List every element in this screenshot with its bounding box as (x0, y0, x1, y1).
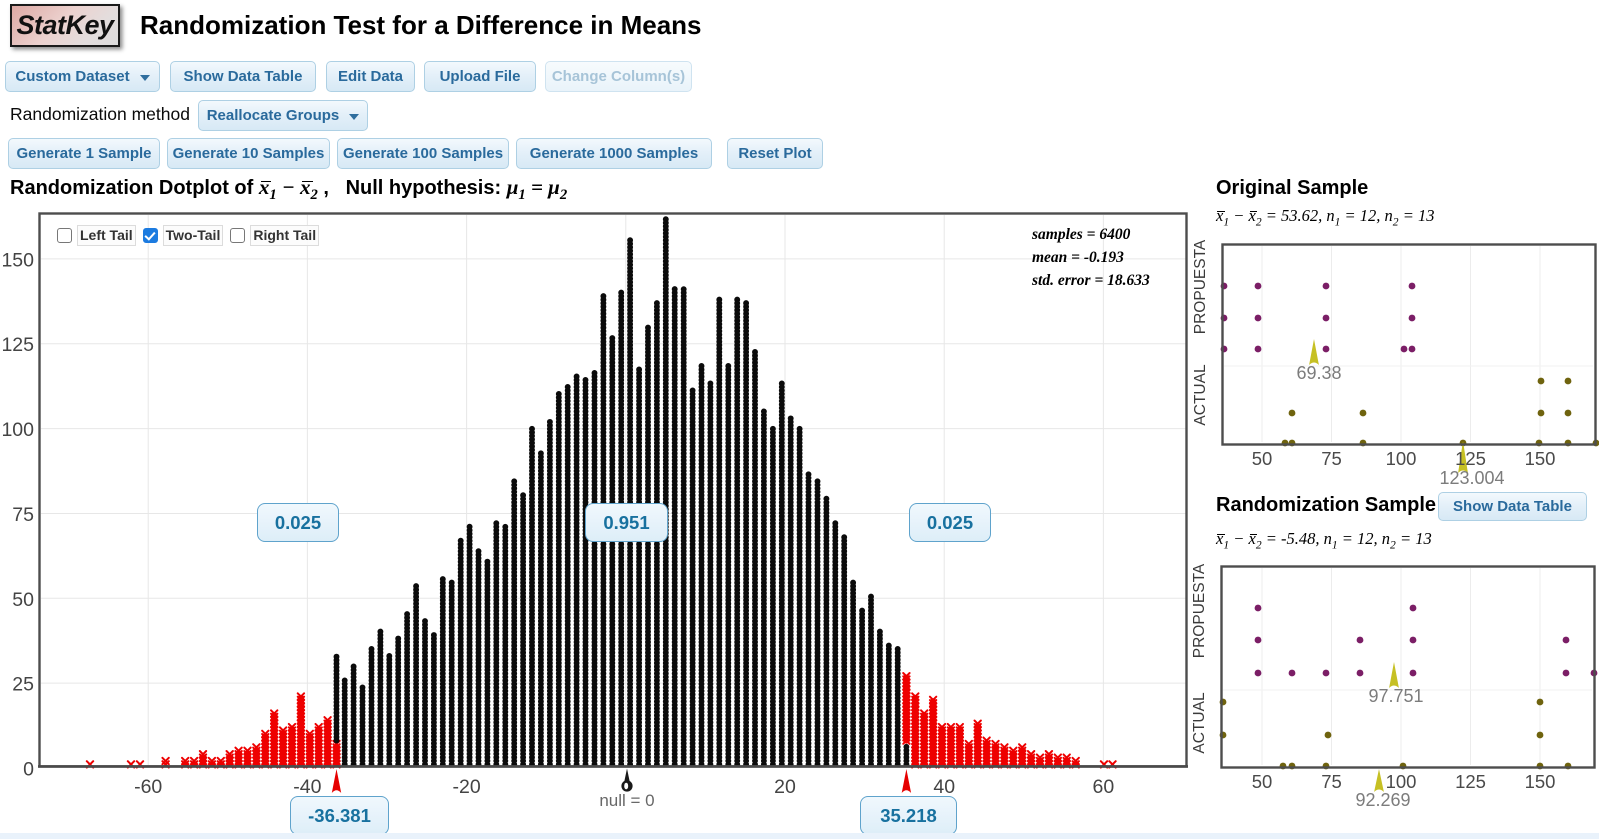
svg-text:25: 25 (12, 674, 34, 696)
svg-text:150: 150 (1525, 771, 1556, 792)
svg-text:69.38: 69.38 (1296, 363, 1341, 383)
svg-text:40: 40 (933, 776, 955, 798)
svg-text:100: 100 (1, 419, 34, 441)
svg-text:null = 0: null = 0 (599, 791, 654, 810)
svg-text:50: 50 (1252, 771, 1273, 792)
svg-text:PROPUESTA: PROPUESTA (1191, 563, 1208, 658)
svg-text:samples = 6400: samples = 6400 (1031, 226, 1131, 243)
svg-text:100: 100 (1386, 448, 1417, 469)
svg-text:97.751: 97.751 (1368, 686, 1423, 706)
svg-text:123.004: 123.004 (1439, 468, 1504, 488)
svg-text:ACTUAL: ACTUAL (1192, 364, 1209, 426)
svg-text:125: 125 (1455, 448, 1486, 469)
svg-text:20: 20 (774, 776, 796, 798)
svg-text:-60: -60 (134, 776, 162, 798)
svg-text:-40: -40 (293, 776, 321, 798)
svg-text:150: 150 (1, 249, 34, 271)
svg-text:125: 125 (1, 334, 34, 356)
svg-text:125: 125 (1455, 771, 1486, 792)
svg-text:60: 60 (1093, 776, 1115, 798)
svg-text:PROPUESTA: PROPUESTA (1192, 239, 1209, 334)
svg-text:100: 100 (1386, 771, 1417, 792)
svg-text:75: 75 (1321, 771, 1342, 792)
svg-text:std. error = 18.633: std. error = 18.633 (1031, 272, 1150, 289)
svg-text:0: 0 (23, 759, 34, 781)
svg-text:75: 75 (12, 504, 34, 526)
svg-text:50: 50 (12, 589, 34, 611)
svg-text:92.269: 92.269 (1355, 790, 1410, 810)
svg-text:ACTUAL: ACTUAL (1191, 692, 1208, 754)
svg-text:-20: -20 (453, 776, 481, 798)
svg-text:150: 150 (1525, 448, 1556, 469)
svg-text:75: 75 (1321, 448, 1342, 469)
svg-text:mean = -0.193: mean = -0.193 (1032, 249, 1124, 266)
svg-text:50: 50 (1252, 448, 1273, 469)
